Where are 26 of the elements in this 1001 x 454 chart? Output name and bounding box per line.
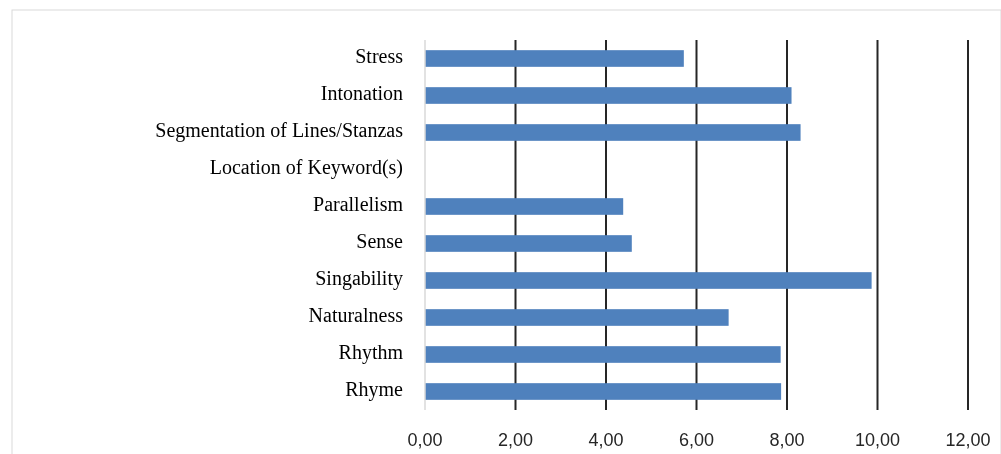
y-tick-label: Intonation	[320, 82, 403, 105]
bar	[425, 50, 684, 67]
x-tick-label: 12,00	[945, 429, 991, 450]
y-tick-label: Stress	[355, 45, 404, 68]
x-tick-label: 10,00	[854, 429, 901, 450]
x-tick-label: 4,00	[588, 429, 624, 450]
bar	[425, 272, 872, 289]
bar	[425, 124, 801, 141]
y-tick-label: Singability	[315, 267, 403, 291]
x-tick-label: 2,00	[497, 429, 534, 450]
y-tick-label: Naturalness	[308, 304, 404, 327]
y-tick-label: Rhythm	[338, 341, 404, 365]
bar	[425, 383, 782, 400]
y-tick-label: Segmentation of Lines/Stanzas	[155, 119, 404, 143]
x-tick-label: 8,00	[769, 429, 805, 450]
bar	[425, 198, 624, 215]
y-tick-label: Location of Keyword(s)	[209, 156, 403, 180]
bar	[425, 309, 729, 326]
y-tick-label: Rhyme	[345, 378, 404, 402]
y-tick-label: Parallelism	[313, 193, 404, 216]
bar	[425, 87, 792, 104]
bar	[425, 346, 781, 363]
bar	[425, 235, 632, 252]
x-tick-label: 6,00	[678, 429, 715, 450]
y-tick-label: Sense	[356, 230, 404, 253]
x-tick-label: 0,00	[407, 429, 443, 450]
